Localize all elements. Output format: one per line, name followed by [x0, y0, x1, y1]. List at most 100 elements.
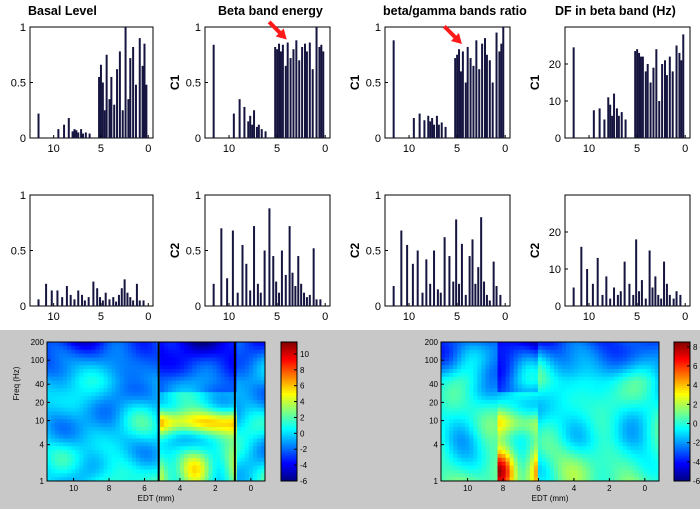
y-tick-label: 1 [195, 22, 201, 34]
bar [134, 84, 137, 138]
bar [77, 290, 80, 306]
bar [81, 294, 84, 306]
bar [298, 60, 301, 138]
bar [469, 58, 472, 138]
bar [461, 51, 464, 138]
bar [110, 76, 113, 138]
bar [615, 108, 618, 138]
bar [437, 124, 440, 138]
bar [658, 101, 661, 138]
y-tick-label: 10 [429, 417, 438, 426]
colorbar-frame [673, 341, 691, 482]
bar [436, 289, 439, 306]
x-tick-label: 0 [145, 143, 151, 155]
bar [474, 283, 477, 306]
y-axis-label: C1 [528, 75, 542, 91]
bar [423, 120, 426, 138]
bar [238, 99, 241, 138]
bar [141, 65, 144, 138]
bar [286, 42, 289, 138]
x-tick-label: 4 [178, 484, 183, 493]
y-tick-label: 0 [375, 301, 381, 313]
bar [255, 126, 258, 138]
y-tick-label: 100 [425, 356, 439, 365]
bar [124, 27, 127, 138]
colorbar-frame [280, 341, 298, 482]
plot-frame [29, 194, 154, 307]
bar [117, 294, 120, 306]
bar [679, 294, 682, 306]
bar [315, 299, 318, 306]
bar [665, 283, 668, 306]
x-tick-label: 10 [69, 484, 78, 493]
x-tick-label: 10 [583, 143, 595, 155]
bar [37, 299, 40, 306]
x-tick-label: 10 [48, 143, 60, 155]
bar-panel-ratio-c1: 0 0.5 1 10 5 0 C1 [348, 22, 511, 155]
bar [440, 122, 443, 138]
x-tick-label: 2 [213, 484, 218, 493]
bar [305, 51, 308, 138]
bar [646, 64, 649, 138]
bar [572, 287, 575, 306]
bar [634, 51, 637, 138]
bar [456, 54, 459, 138]
bar [478, 69, 481, 138]
bar [485, 294, 488, 306]
bar [101, 82, 104, 138]
bar [651, 287, 654, 306]
bar [458, 283, 461, 306]
bar [435, 115, 438, 138]
bar [63, 124, 66, 138]
bar [488, 300, 491, 306]
bar [452, 281, 455, 306]
bar [129, 297, 132, 306]
bar [231, 230, 234, 306]
bar [663, 261, 666, 306]
bar [61, 297, 64, 306]
bar [425, 259, 428, 306]
bar [104, 292, 107, 306]
bar [123, 279, 126, 306]
y-tick-label: 20 [429, 398, 438, 407]
y-tick-label: 0.5 [11, 246, 26, 258]
bar [591, 283, 594, 306]
bar [592, 110, 595, 138]
bar [644, 298, 647, 306]
bar [644, 71, 647, 138]
x-tick-label: 10 [223, 311, 235, 323]
bar [603, 119, 606, 138]
bar [145, 84, 148, 138]
bar [259, 292, 262, 306]
y-tick-label: 20 [549, 227, 561, 239]
bar [245, 263, 248, 306]
x-axis-label: EDT (mm) [532, 494, 569, 503]
bar [477, 267, 480, 306]
bar [272, 256, 275, 306]
bar [232, 113, 235, 138]
bar [294, 286, 297, 306]
colorbar-tick-label: 8 [300, 366, 305, 375]
bar [443, 237, 446, 306]
x-tick-label: 10 [48, 311, 60, 323]
bar [320, 44, 323, 139]
colorbar-tick-label: 0 [300, 429, 305, 438]
y-tick-label: 40 [429, 380, 438, 389]
x-tick-label: 5 [98, 311, 104, 323]
bar [609, 298, 612, 306]
x-tick-label: 6 [142, 484, 147, 493]
bar [304, 43, 306, 138]
colorbar-tick-label: -4 [693, 458, 700, 467]
colorbar-tick-label: 2 [300, 413, 305, 422]
bar [628, 283, 631, 306]
bar [295, 40, 298, 138]
bar [444, 126, 447, 138]
bar-panel-basal-c2: 0 0.5 1 10 5 0 [11, 190, 154, 323]
heatmap-cells [441, 342, 660, 482]
bar [498, 51, 501, 138]
colorbar-tick-label: 0 [693, 419, 698, 428]
heatmap-frame [46, 341, 266, 482]
bar [586, 269, 589, 306]
